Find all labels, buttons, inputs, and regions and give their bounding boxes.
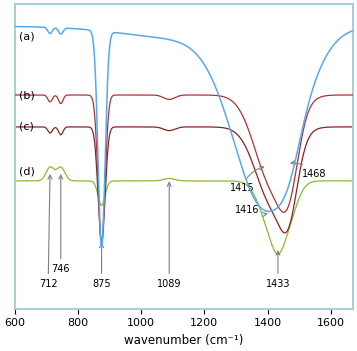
Text: 1433: 1433 — [266, 251, 290, 289]
Text: (c): (c) — [19, 122, 34, 132]
Text: 1468: 1468 — [291, 161, 327, 179]
Text: (d): (d) — [19, 166, 35, 176]
Text: 1089: 1089 — [157, 183, 181, 289]
Text: 712: 712 — [39, 175, 57, 289]
Text: (b): (b) — [19, 90, 35, 100]
Text: (a): (a) — [19, 31, 35, 41]
Text: 875: 875 — [92, 244, 111, 289]
Text: 1416: 1416 — [235, 205, 267, 216]
X-axis label: wavenumber (cm⁻¹): wavenumber (cm⁻¹) — [124, 334, 243, 347]
Text: 1415: 1415 — [230, 166, 263, 193]
Text: 746: 746 — [51, 175, 70, 274]
